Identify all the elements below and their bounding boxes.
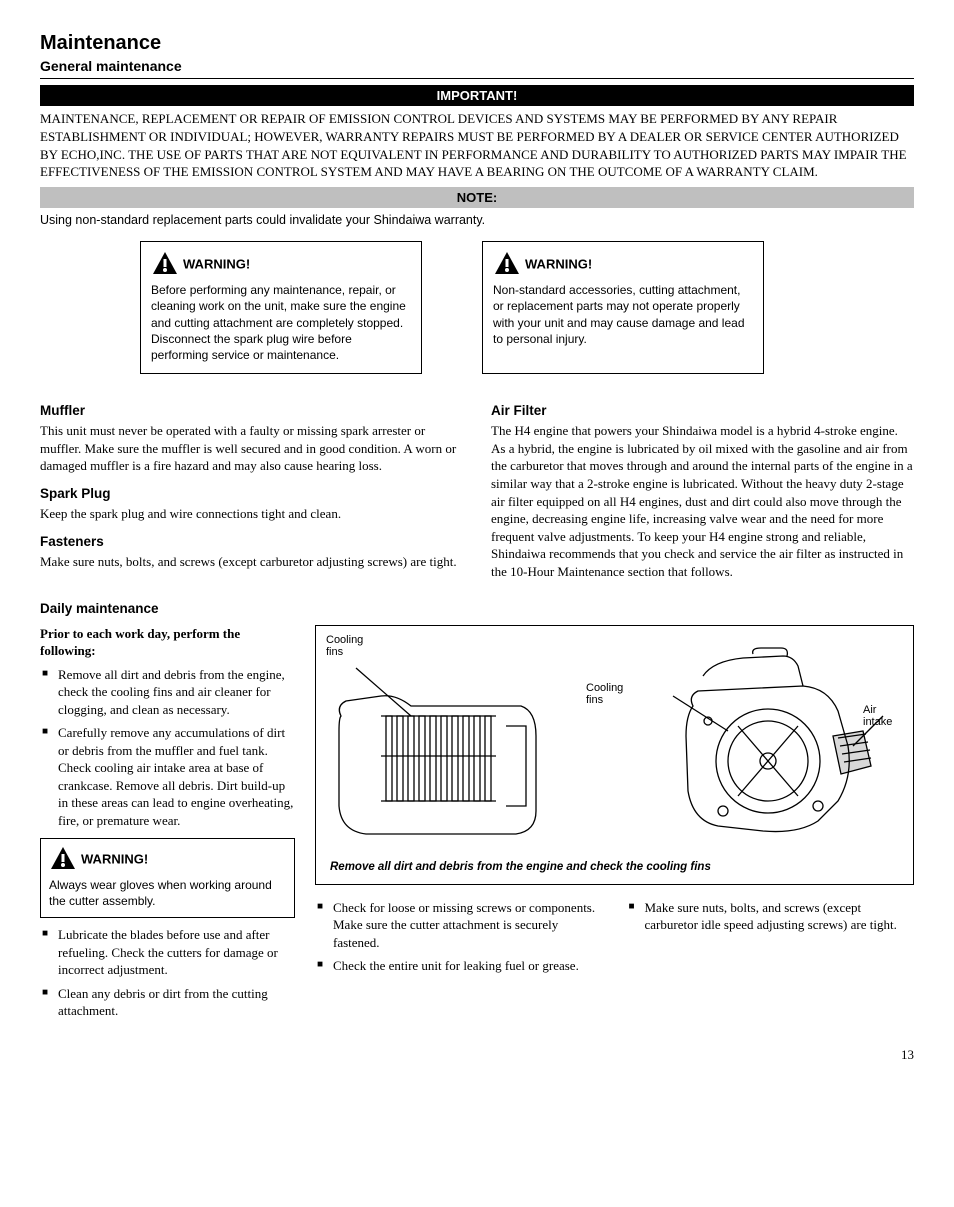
daily-list-b: Lubricate the blades before use and afte…	[40, 926, 295, 1020]
daily-heading: Daily maintenance	[40, 600, 914, 618]
fig-label-fins1: Cooling fins	[326, 634, 376, 658]
muffler-text: This unit must never be operated with a …	[40, 422, 463, 475]
warning-text: Always wear gloves when working around t…	[49, 878, 272, 908]
section-subtitle: General maintenance	[40, 57, 914, 76]
list-item: Lubricate the blades before use and afte…	[40, 926, 295, 979]
page-number: 13	[40, 1046, 914, 1064]
daily-left-col: Prior to each work day, perform the foll…	[40, 625, 295, 1026]
bottom-columns: Check for loose or missing screws or com…	[315, 895, 914, 981]
section-title: Maintenance	[40, 30, 914, 57]
daily-list-a: Remove all dirt and debris from the engi…	[40, 666, 295, 830]
list-item: Check for loose or missing screws or com…	[315, 899, 603, 952]
daily-lead: Prior to each work day, perform the foll…	[40, 625, 295, 660]
note-banner: NOTE:	[40, 187, 914, 209]
list-item: Clean any debris or dirt from the cuttin…	[40, 985, 295, 1020]
bottom-col-2: Make sure nuts, bolts, and screws (excep…	[627, 895, 915, 981]
list-item: Check the entire unit for leaking fuel o…	[315, 957, 603, 975]
divider	[40, 78, 914, 79]
important-text: MAINTENANCE, REPLACEMENT OR REPAIR OF EM…	[40, 110, 914, 180]
warning-icon	[493, 250, 521, 280]
warning-title: WARNING!	[81, 851, 148, 866]
list-item: Remove all dirt and debris from the engi…	[40, 666, 295, 719]
warning-icon	[49, 845, 77, 875]
right-column: Air Filter The H4 engine that powers you…	[491, 392, 914, 586]
warning-box-2: WARNING! Non-standard accessories, cutti…	[482, 241, 764, 374]
warning-text: Before performing any maintenance, repai…	[151, 283, 406, 362]
left-column: Muffler This unit must never be operated…	[40, 392, 463, 586]
airfilter-heading: Air Filter	[491, 402, 914, 420]
content-columns: Muffler This unit must never be operated…	[40, 392, 914, 586]
lower-section: Prior to each work day, perform the foll…	[40, 625, 914, 1026]
note-text: Using non-standard replacement parts cou…	[40, 212, 914, 229]
fig-label-fins2: Cooling fins	[586, 682, 636, 706]
spark-text: Keep the spark plug and wire connections…	[40, 505, 463, 523]
engine-left-svg	[321, 656, 551, 846]
warning-text: Non-standard accessories, cutting attach…	[493, 283, 745, 346]
airfilter-text: The H4 engine that powers your Shindaiwa…	[491, 422, 914, 580]
spark-heading: Spark Plug	[40, 485, 463, 503]
warning-title: WARNING!	[183, 256, 250, 271]
bottom-col-1: Check for loose or missing screws or com…	[315, 895, 603, 981]
warning-box-3: WARNING! Always wear gloves when working…	[40, 838, 295, 919]
muffler-heading: Muffler	[40, 402, 463, 420]
engine-right-svg	[653, 646, 903, 846]
warning-title: WARNING!	[525, 256, 592, 271]
fasteners-heading: Fasteners	[40, 533, 463, 551]
important-banner: IMPORTANT!	[40, 85, 914, 107]
fasteners-text: Make sure nuts, bolts, and screws (excep…	[40, 553, 463, 571]
list-item: Carefully remove any accumulations of di…	[40, 724, 295, 829]
warnings-row: WARNING! Before performing any maintenan…	[40, 241, 914, 374]
figure-caption: Remove all dirt and debris from the engi…	[330, 860, 711, 876]
list-item: Make sure nuts, bolts, and screws (excep…	[627, 899, 915, 934]
figure-area: Cooling fins Cooling fins Air intake	[315, 625, 914, 1026]
warning-icon	[151, 250, 179, 280]
engine-figure: Cooling fins Cooling fins Air intake	[315, 625, 914, 885]
warning-box-1: WARNING! Before performing any maintenan…	[140, 241, 422, 374]
